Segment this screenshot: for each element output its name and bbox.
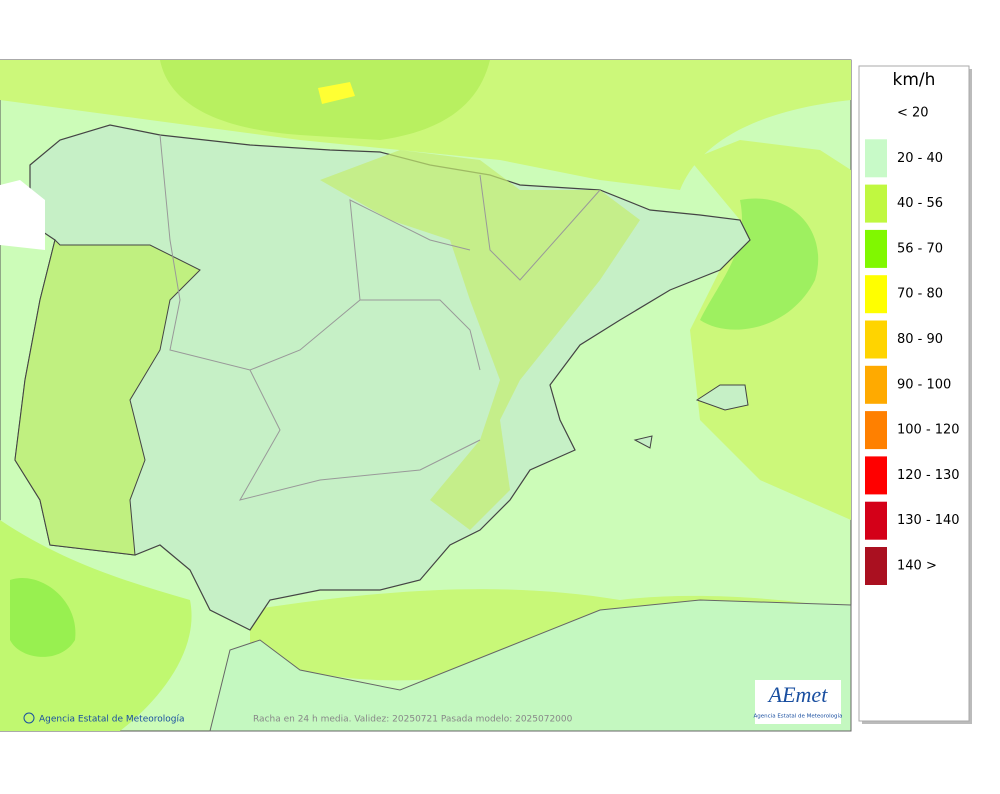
legend-label: 130 - 140 xyxy=(897,513,960,528)
legend: km/h < 20 20 - 40 40 - 56 56 - 70 70 - 80 80 … xyxy=(858,65,972,724)
legend-label: 20 - 40 xyxy=(897,151,943,166)
legend-swatch xyxy=(865,365,887,404)
gust-zone xyxy=(320,150,640,530)
caption: Racha en 24 h media. Validez: 20250721 P… xyxy=(253,715,573,725)
map xyxy=(0,59,852,732)
ibiza xyxy=(633,435,653,449)
sea-zone xyxy=(700,198,819,330)
legend-swatch xyxy=(865,139,887,178)
gust-zone xyxy=(10,578,76,657)
mallorca xyxy=(695,384,749,411)
legend-swatch xyxy=(865,411,887,450)
legend-swatch xyxy=(865,184,887,223)
legend-label: 56 - 70 xyxy=(897,241,943,256)
logo-box xyxy=(755,680,841,724)
logo: AEmet Agencia Estatal de Meteorología xyxy=(754,680,843,724)
legend-label: 90 - 100 xyxy=(897,377,951,392)
legend-swatch xyxy=(865,229,887,268)
logo-subtitle: Agencia Estatal de Meteorología xyxy=(754,713,843,720)
legend-swatch xyxy=(865,320,887,359)
legend-swatch xyxy=(865,275,887,314)
legend-unit: km/h xyxy=(893,70,936,90)
region-borders xyxy=(159,134,601,501)
legend-label: < 20 xyxy=(897,106,929,121)
logo-text: AEmet xyxy=(767,682,829,707)
legend-label: 140 > xyxy=(897,559,937,574)
legend-swatch xyxy=(865,547,887,585)
africa-coast xyxy=(209,599,852,732)
legend-label: 100 - 120 xyxy=(897,423,960,438)
copyright-icon xyxy=(23,712,35,724)
credit: Agencia Estatal de Meteorología xyxy=(39,715,185,725)
sea-zone xyxy=(0,520,192,731)
legend-swatch xyxy=(865,456,887,495)
portugal xyxy=(14,239,201,556)
legend-label: 120 - 130 xyxy=(897,468,960,483)
gust-zone xyxy=(318,82,355,104)
legend-label: 40 - 56 xyxy=(897,196,943,211)
legend-label: 80 - 90 xyxy=(897,332,943,347)
blank-area xyxy=(0,180,45,250)
legend-label: 70 - 80 xyxy=(897,287,943,302)
legend-swatch xyxy=(865,501,887,540)
